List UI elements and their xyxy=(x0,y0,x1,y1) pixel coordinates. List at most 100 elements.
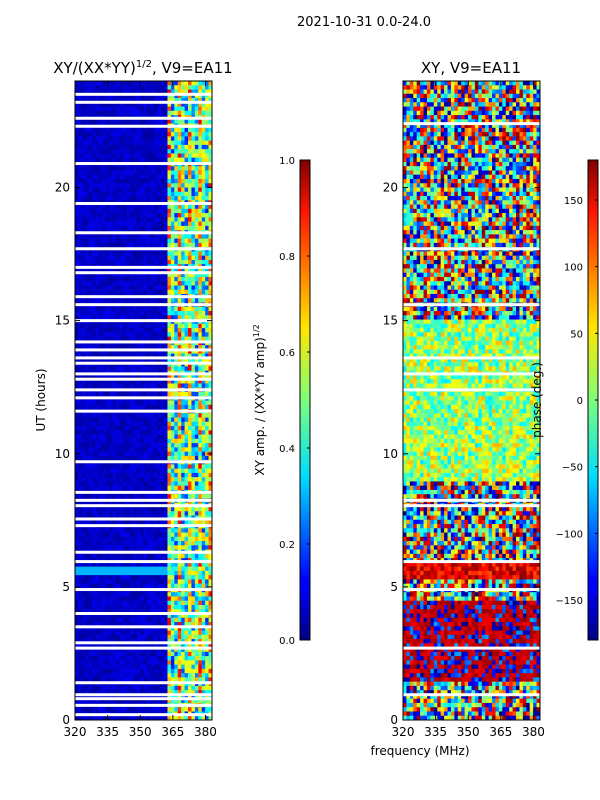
amp-heatmap-cell xyxy=(81,85,86,91)
amp-heatmap-cell xyxy=(146,609,151,615)
amp-heatmap-cell xyxy=(133,434,138,440)
amp-heatmap-cell xyxy=(102,93,107,99)
amp-heatmap-cell xyxy=(119,604,124,610)
amp-heatmap-cell xyxy=(157,545,162,551)
amp-heatmap-cell xyxy=(88,349,93,355)
amp-heatmap-cell xyxy=(98,562,103,568)
amp-heatmap-cell xyxy=(122,579,127,585)
amp-heatmap-cell xyxy=(136,110,141,116)
amp-heatmap-cell xyxy=(191,127,196,133)
amp-heatmap-cell xyxy=(194,519,199,525)
amp-heatmap-cell xyxy=(116,447,121,453)
amp-heatmap-cell xyxy=(119,255,124,261)
amp-heatmap-cell xyxy=(85,170,90,176)
amp-heatmap-cell xyxy=(109,464,114,470)
amp-heatmap-cell xyxy=(188,451,193,457)
amp-heatmap-cell xyxy=(201,102,206,108)
amp-heatmap-cell xyxy=(109,221,114,227)
amp-heatmap-cell xyxy=(153,93,158,99)
amp-heatmap-cell xyxy=(164,132,169,137)
amp-heatmap-cell xyxy=(160,234,165,240)
amp-heatmap-cell xyxy=(129,430,134,436)
amp-heatmap-cell xyxy=(81,391,86,397)
amp-heatmap-cell xyxy=(81,494,86,500)
amp-heatmap-cell xyxy=(146,276,151,282)
amp-heatmap-cell xyxy=(133,106,138,112)
amp-heatmap-cell xyxy=(167,242,172,248)
amp-heatmap-cell xyxy=(92,289,97,295)
amp-heatmap-cell xyxy=(129,494,134,500)
amp-heatmap-cell xyxy=(174,255,179,261)
amp-heatmap-cell xyxy=(160,157,165,163)
amp-heatmap-cell xyxy=(205,208,210,214)
amp-heatmap-cell xyxy=(119,225,124,231)
amp-heatmap-cell xyxy=(188,174,193,180)
amp-heatmap-cell xyxy=(88,140,93,146)
amp-heatmap-cell xyxy=(122,421,127,427)
amp-heatmap-cell xyxy=(109,374,114,380)
amp-heatmap-cell xyxy=(129,485,134,491)
amp-heatmap-cell xyxy=(122,417,127,423)
amp-heatmap-cell xyxy=(102,255,107,261)
amp-heatmap-cell xyxy=(150,328,155,333)
amp-heatmap-cell xyxy=(164,451,169,457)
amp-heatmap-cell xyxy=(191,191,196,197)
amp-heatmap-cell xyxy=(177,528,182,534)
amp-heatmap-cell xyxy=(188,447,193,453)
amp-heatmap-cell xyxy=(129,268,134,274)
amp-heatmap-cell xyxy=(164,600,169,606)
amp-heatmap-cell xyxy=(98,507,103,512)
amp-heatmap-cell xyxy=(88,383,93,389)
amp-heatmap-cell xyxy=(136,217,141,223)
amp-heatmap-cell xyxy=(116,472,121,478)
amp-heatmap-cell xyxy=(75,592,80,598)
amp-heatmap-cell xyxy=(129,447,134,453)
amp-heatmap-cell xyxy=(78,178,83,184)
amp-heatmap-cell xyxy=(191,494,196,500)
amp-heatmap-cell xyxy=(85,98,90,103)
amp-heatmap-cell xyxy=(157,507,162,512)
amp-heatmap-cell xyxy=(136,379,141,385)
amp-heatmap-cell xyxy=(170,438,175,444)
amp-heatmap-cell xyxy=(98,153,103,159)
amp-heatmap-cell xyxy=(143,592,148,598)
amp-heatmap-cell xyxy=(170,289,175,295)
amp-heatmap-cell xyxy=(150,374,155,380)
amp-heatmap-cell xyxy=(105,579,110,585)
amp-heatmap-cell xyxy=(164,323,169,329)
amp-heatmap-cell xyxy=(164,268,169,274)
amp-heatmap-cell xyxy=(102,541,107,546)
amp-heatmap-cell xyxy=(81,225,86,231)
amp-heatmap-cell xyxy=(177,481,182,487)
amp-heatmap-cell xyxy=(109,106,114,112)
amp-heatmap-cell xyxy=(109,140,114,146)
amp-heatmap-cell xyxy=(126,596,131,602)
amp-heatmap-cell xyxy=(191,153,196,159)
amp-heatmap-cell xyxy=(201,119,206,125)
amp-heatmap-cell xyxy=(167,311,172,316)
amp-heatmap-cell xyxy=(150,532,155,538)
amp-heatmap-cell xyxy=(184,178,189,184)
amp-heatmap-cell xyxy=(136,383,141,389)
amp-heatmap-cell xyxy=(119,140,124,146)
amp-heatmap-cell xyxy=(146,566,151,572)
amp-heatmap-cell xyxy=(181,191,186,197)
amp-heatmap-cell xyxy=(129,311,134,316)
amp-heatmap-cell xyxy=(116,583,121,589)
amp-heatmap-cell xyxy=(102,438,107,444)
amp-heatmap-cell xyxy=(194,106,199,112)
amp-heatmap-cell xyxy=(201,592,206,598)
amp-heatmap-cell xyxy=(109,600,114,606)
amp-heatmap-cell xyxy=(109,98,114,103)
amp-heatmap-cell xyxy=(191,144,196,150)
amp-heatmap-cell xyxy=(198,596,203,602)
amp-heatmap-cell xyxy=(81,110,86,116)
amp-heatmap-cell xyxy=(188,536,193,542)
amp-heatmap-cell xyxy=(146,259,151,265)
amp-heatmap-cell xyxy=(92,400,97,406)
amp-heatmap-cell xyxy=(122,285,127,291)
amp-heatmap-cell xyxy=(81,438,86,444)
amp-heatmap-cell xyxy=(194,472,199,478)
amp-heatmap-cell xyxy=(122,127,127,133)
amp-heatmap-cell xyxy=(198,259,203,265)
